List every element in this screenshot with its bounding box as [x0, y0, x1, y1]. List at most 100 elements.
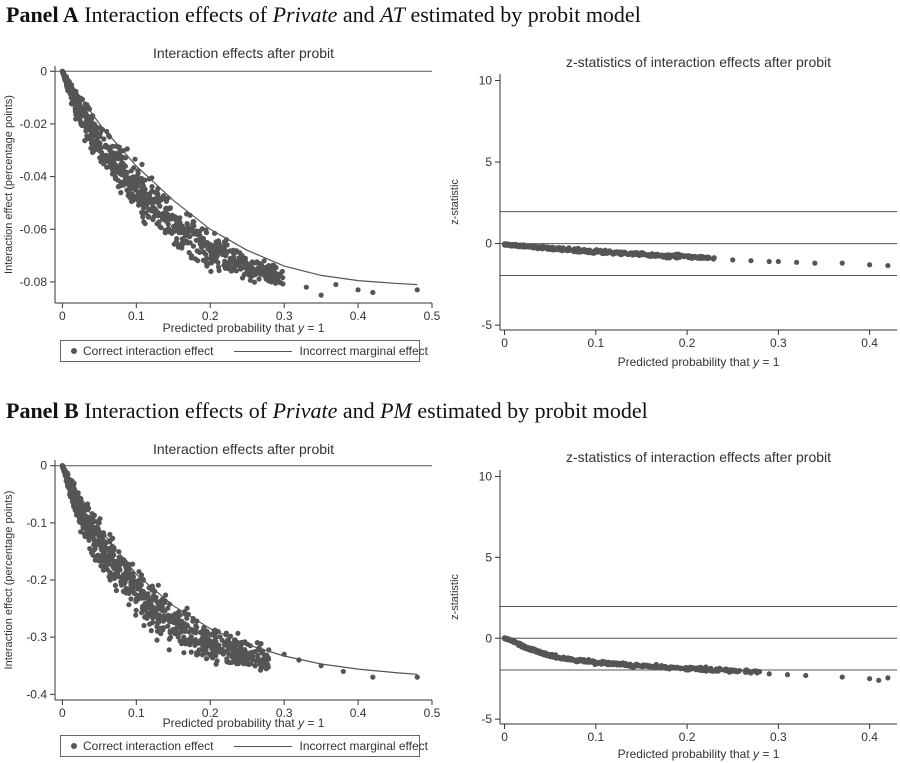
scatter-point: [111, 561, 118, 567]
scatter-point: [666, 253, 672, 260]
scatter-point: [270, 275, 276, 281]
y-tick-label: 10: [479, 74, 493, 88]
scatter-point: [157, 203, 163, 209]
scatter-point: [87, 546, 93, 552]
y-tick-label: 0: [485, 237, 492, 251]
scatter-point: [120, 181, 127, 187]
scatter-point: [125, 181, 131, 188]
scatter-point: [609, 250, 615, 256]
scatter-point: [149, 184, 155, 190]
scatter-point: [632, 251, 638, 257]
scatter-point: [124, 570, 130, 576]
scatter-point: [775, 258, 781, 265]
scatter-point: [228, 659, 235, 666]
x-axis-label: Predicted probability that y = 1: [163, 716, 325, 730]
scatter-point: [206, 246, 213, 252]
scatter-point: [228, 268, 234, 274]
scatter-point: [154, 637, 160, 643]
scatter-point: [189, 253, 195, 259]
scatter-point: [710, 256, 717, 262]
scatter-point: [541, 651, 547, 657]
scatter-point: [229, 654, 235, 660]
x-tick-label: 0.2: [679, 336, 696, 350]
scatter-point: [208, 260, 215, 266]
scatter-point: [620, 249, 626, 255]
scatter-point: [683, 665, 690, 671]
scatter-point: [128, 582, 134, 588]
scatter-point: [688, 666, 694, 672]
scatter-point: [62, 473, 68, 479]
scatter-point: [193, 630, 199, 636]
scatter-point: [130, 176, 136, 182]
scatter-point: [90, 148, 96, 154]
scatter-point: [616, 249, 622, 255]
scatter-point: [134, 583, 141, 589]
scatter-point: [165, 221, 171, 227]
scatter-point: [128, 168, 134, 174]
scatter-point: [184, 637, 190, 644]
scatter-point: [158, 212, 164, 218]
scatter-point: [225, 637, 231, 643]
scatter-point: [97, 516, 103, 522]
scatter-point: [223, 253, 229, 259]
scatter-point: [271, 266, 277, 272]
scatter-point: [256, 260, 262, 266]
scatter-point: [149, 199, 155, 205]
scatter-point: [502, 242, 508, 248]
scatter-point: [130, 573, 136, 580]
legend-panel-b: Correct interaction effect Incorrect mar…: [60, 735, 428, 757]
scatter-point: [157, 625, 163, 631]
scatter-point: [128, 198, 135, 204]
scatter-point: [143, 613, 149, 619]
scatter-point: [668, 665, 674, 671]
chart-title: Interaction effects after probit: [153, 45, 334, 61]
scatter-point: [141, 595, 147, 601]
scatter-point: [118, 190, 124, 196]
scatter-point: [585, 249, 591, 255]
legend-label-correct: Correct interaction effect: [83, 739, 214, 753]
scatter-point: [204, 650, 210, 656]
scatter-point: [71, 89, 77, 95]
scatter-point: [179, 223, 185, 229]
scatter-point: [150, 216, 156, 223]
scatter-point: [232, 649, 238, 655]
scatter-point: [100, 567, 106, 573]
scatter-point: [168, 634, 174, 641]
x-tick-label: 0.2: [679, 730, 696, 744]
chart-title: z-statistics of interaction effects afte…: [566, 54, 831, 70]
scatter-point: [279, 268, 285, 275]
scatter-point: [136, 569, 142, 575]
scatter-point: [199, 652, 206, 658]
y-tick-label: -0.06: [20, 222, 48, 236]
scatter-point: [112, 582, 118, 589]
scatter-point: [255, 653, 261, 659]
scatter-point: [141, 591, 147, 597]
x-tick-label: 0.4: [350, 309, 367, 323]
scatter-point: [246, 661, 252, 668]
scatter-point: [189, 227, 195, 233]
scatter-point: [107, 134, 113, 140]
scatter-point: [96, 520, 102, 526]
scatter-point: [280, 281, 286, 287]
scatter-point: [188, 634, 194, 640]
scatter-point: [184, 615, 190, 621]
scatter-point: [155, 582, 161, 588]
scatter-point: [214, 658, 220, 664]
scatter-point: [839, 674, 845, 680]
x-tick-label: 0.3: [276, 309, 293, 323]
scatter-point: [232, 249, 238, 255]
scatter-point: [730, 257, 736, 263]
scatter-point: [222, 265, 228, 271]
scatter-point: [191, 223, 197, 229]
scatter-point: [215, 264, 222, 270]
scatter-point: [89, 526, 95, 532]
scatter-point: [251, 279, 258, 285]
legend-line-marker: [233, 745, 292, 747]
scatter-point: [550, 654, 556, 660]
scatter-point: [794, 259, 800, 265]
scatter-point: [692, 254, 698, 260]
x-tick-label: 0.5: [424, 706, 441, 720]
scatter-point: [717, 666, 723, 672]
y-tick-label: 5: [485, 550, 492, 564]
scatter-point: [161, 193, 167, 199]
